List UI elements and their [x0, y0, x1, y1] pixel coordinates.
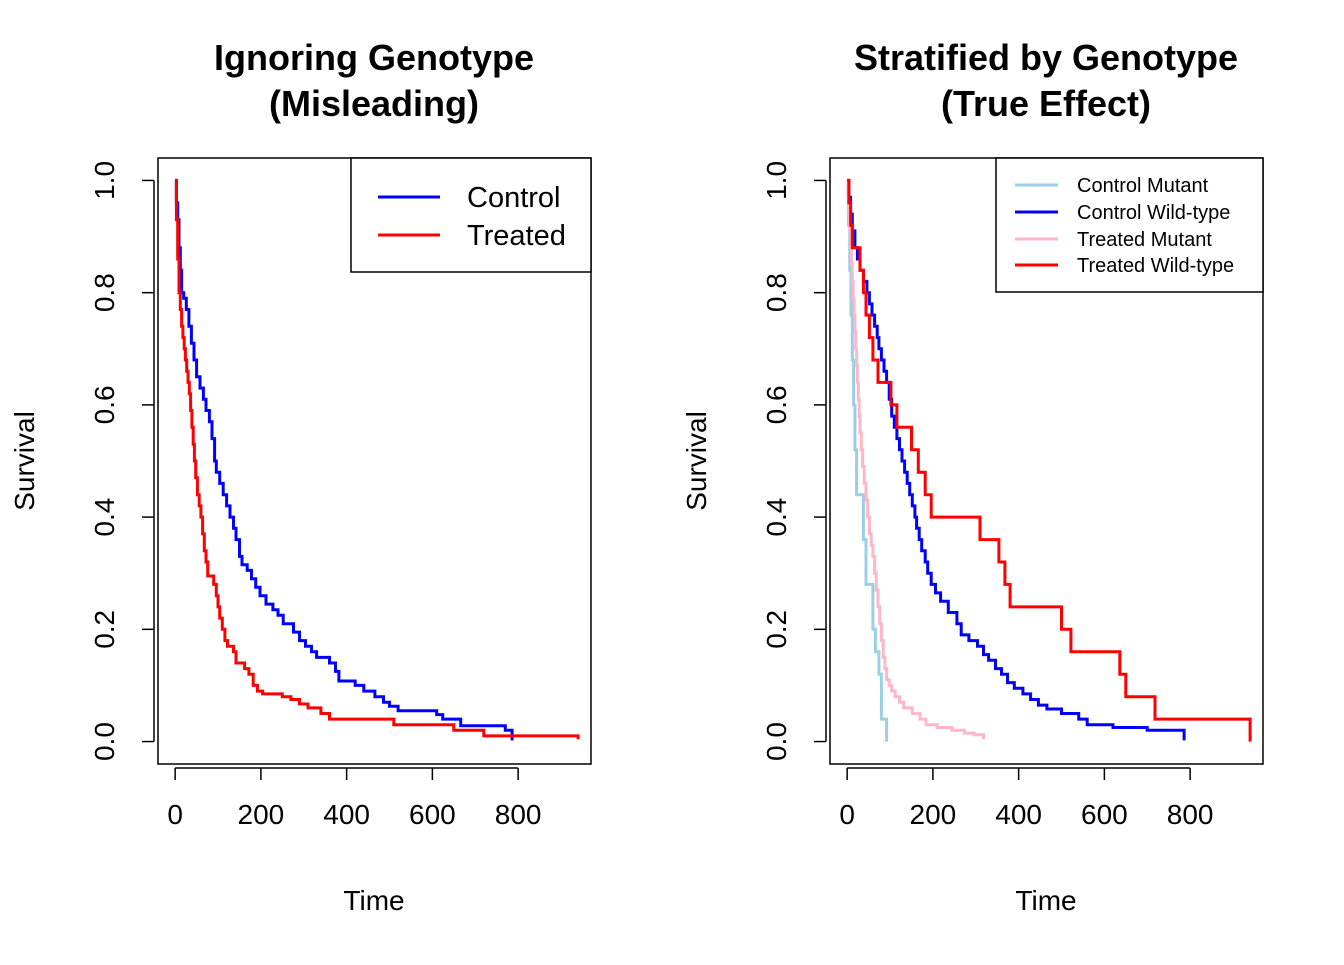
series-line-treated-wild-type — [847, 178, 1252, 742]
x-axis: 0 200 400 600 800 — [167, 767, 542, 830]
legend-label-control-wild-type: Control Wild-type — [1077, 202, 1230, 224]
legend-label-treated: Treated — [467, 220, 566, 252]
x-tick-label: 0 — [167, 799, 183, 830]
chart-title-line2: (Misleading) — [269, 83, 479, 124]
x-tick-label: 0 — [839, 799, 855, 830]
y-tick-label: 0.0 — [761, 722, 792, 761]
x-axis-label: Time — [1015, 885, 1076, 916]
series-group — [846, 178, 1252, 742]
legend-box — [350, 157, 592, 273]
x-tick-label: 400 — [323, 799, 370, 830]
y-tick-label: 1.0 — [761, 161, 792, 200]
panel-right: Stratified by Genotype (True Effect) 0 20… — [681, 37, 1264, 916]
chart-title-line1: Stratified by Genotype — [854, 37, 1238, 78]
legend-label-control-mutant: Control Mutant — [1077, 175, 1209, 197]
x-tick-label: 800 — [1167, 799, 1214, 830]
legend: Control Mutant Control Wild-type Treated… — [995, 157, 1264, 293]
x-tick-label: 200 — [910, 799, 957, 830]
y-tick-label: 1.0 — [89, 161, 120, 200]
legend-label-control: Control — [467, 182, 561, 214]
x-axis-label: Time — [343, 885, 404, 916]
series-line-control-wild-type — [847, 178, 1186, 741]
panel-left: Ignoring Genotype (Misleading) 0 200 400 60… — [9, 37, 592, 916]
series-group — [174, 178, 580, 741]
legend-box — [995, 157, 1264, 293]
legend-label-treated-mutant: Treated Mutant — [1077, 229, 1212, 251]
x-tick-label: 400 — [995, 799, 1042, 830]
x-axis: 0 200 400 600 800 — [839, 767, 1214, 830]
series-line-treated-mutant — [846, 178, 985, 740]
y-tick-label: 0.6 — [761, 385, 792, 424]
legend-label-treated-wild-type: Treated Wild-type — [1077, 255, 1234, 277]
chart-title-line2: (True Effect) — [941, 83, 1151, 124]
legend: Control Treated — [350, 157, 592, 273]
y-tick-label: 0.8 — [89, 273, 120, 312]
y-tick-label: 0.2 — [89, 610, 120, 649]
x-tick-label: 600 — [1081, 799, 1128, 830]
y-tick-label: 0.8 — [761, 273, 792, 312]
x-tick-label: 800 — [495, 799, 542, 830]
x-tick-label: 200 — [238, 799, 285, 830]
y-axis: 0.0 0.2 0.4 0.6 0.8 1.0 — [761, 161, 827, 761]
y-axis-label: Survival — [9, 411, 40, 511]
x-tick-label: 600 — [409, 799, 456, 830]
y-axis: 0.0 0.2 0.4 0.6 0.8 1.0 — [89, 161, 155, 761]
y-tick-label: 0.2 — [761, 610, 792, 649]
series-line-control — [174, 178, 514, 741]
y-tick-label: 0.0 — [89, 722, 120, 761]
series-line-treated — [174, 178, 580, 740]
chart-title-line1: Ignoring Genotype — [214, 37, 534, 78]
y-tick-label: 0.4 — [761, 498, 792, 537]
y-tick-label: 0.6 — [89, 385, 120, 424]
y-tick-label: 0.4 — [89, 498, 120, 537]
y-axis-label: Survival — [681, 411, 712, 511]
